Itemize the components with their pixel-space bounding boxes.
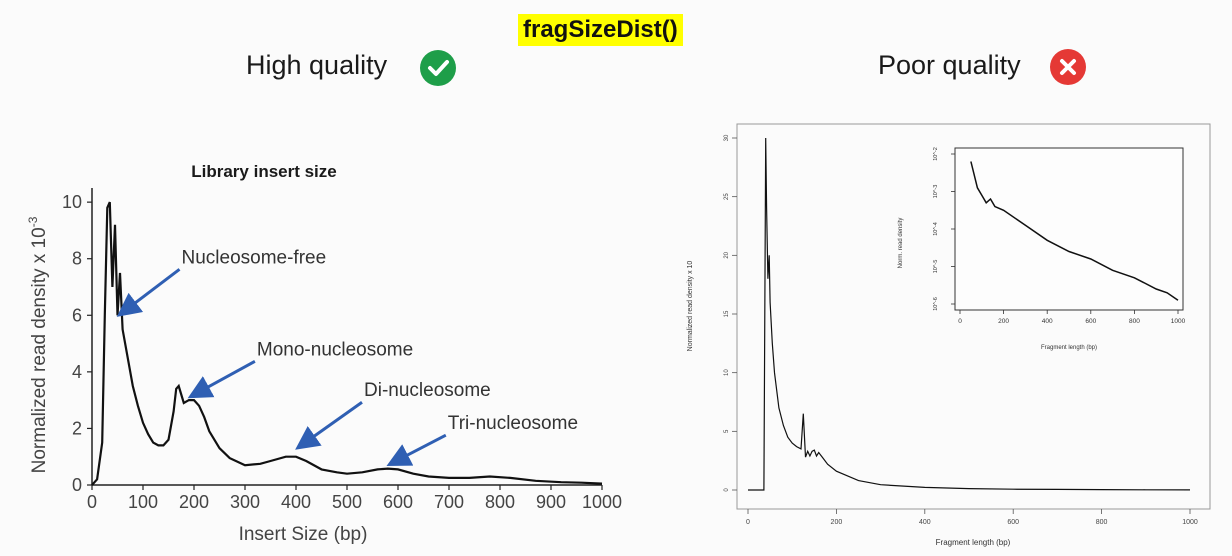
- x-axis-label: Insert Size (bp): [239, 524, 368, 545]
- x-tick-label: 0: [87, 492, 97, 512]
- x-axis-label: Fragment length (bp): [936, 538, 1011, 547]
- plot-frame: [736, 123, 1211, 510]
- inset-y-axis-label: Norm. read density: [898, 218, 904, 269]
- insert-size-chart: Library insert size 0 100 200 300 400 500 600 7…: [26, 162, 622, 545]
- x-tick-label: 800: [1096, 519, 1108, 526]
- inset-y-tick-label: 10^-3: [933, 185, 939, 199]
- y-tick-label: 15: [724, 310, 730, 317]
- inset-line: [970, 161, 1179, 301]
- y-tick-label: 8: [72, 249, 82, 269]
- y-tick-label: 30: [724, 134, 730, 141]
- x-tick-label: 300: [230, 492, 260, 512]
- y-tick-label: 2: [72, 418, 82, 438]
- poor-quality-label: Poor quality: [878, 50, 1021, 80]
- inset-y-tick-label: 10^-4: [933, 222, 939, 236]
- y-tick-label: 10: [62, 192, 82, 212]
- inset-x-tick-label: 0: [958, 318, 962, 325]
- high-quality-label: High quality: [246, 50, 388, 80]
- inset-log-chart: 0 200 400 600 800 1000 10^-2 10^-3 10^-4 10^-5 10^…: [898, 147, 1186, 351]
- y-tick-label: 10: [724, 369, 730, 376]
- inset-y-tick-label: 10^-5: [933, 260, 939, 274]
- x-tick-label: 500: [332, 492, 362, 512]
- inset-y-tick-label: 10^-2: [933, 147, 939, 161]
- inset-x-tick-label: 1000: [1171, 318, 1186, 325]
- x-tick-label: 400: [919, 519, 931, 526]
- annotation-label: Di-nucleosome: [364, 380, 491, 401]
- y-tick-label: 25: [724, 193, 730, 200]
- inset-axes: 0 200 400 600 800 1000 10^-2 10^-3 10^-4 10^-5 10^…: [933, 147, 1186, 325]
- x-tick-label: 200: [831, 519, 843, 526]
- y-tick-label: 0: [724, 488, 730, 492]
- checkmark-icon: [420, 50, 456, 86]
- annotation-arrow: [187, 359, 256, 399]
- annotation-label: Nucleosome-free: [182, 247, 327, 268]
- inset-x-tick-label: 800: [1129, 318, 1140, 325]
- x-tick-label: 400: [281, 492, 311, 512]
- inset-x-tick-label: 600: [1085, 318, 1096, 325]
- x-tick-label: 100: [128, 492, 158, 512]
- chart-axes: 0 100 200 300 400 500 600 700 800 900 1000 0 2 4 6 8 10: [62, 188, 622, 512]
- x-tick-label: 200: [179, 492, 209, 512]
- y-tick-label: 0: [72, 475, 82, 495]
- inset-x-axis-label: Fragment length (bp): [1041, 345, 1097, 351]
- chart-axes: 0 200 400 600 800 1000 0 5 10 15 20 25 30: [724, 134, 1198, 526]
- annotations: Nucleosome-free Mono-nucleosome Di-nucleos…: [116, 247, 578, 466]
- y-tick-label: 5: [724, 429, 730, 433]
- inset-y-tick-label: 10^-6: [933, 297, 939, 311]
- annotation-arrow: [386, 433, 447, 466]
- y-tick-label: 20: [724, 251, 730, 258]
- fragment-length-line: [748, 137, 1191, 491]
- x-tick-label: 700: [434, 492, 464, 512]
- x-tick-label: 1000: [1182, 519, 1198, 526]
- x-tick-label: 900: [536, 492, 566, 512]
- chart-title: Library insert size: [191, 162, 337, 181]
- y-tick-label: 6: [72, 305, 82, 325]
- inset-x-tick-label: 400: [1042, 318, 1053, 325]
- fragment-length-chart: 0 200 400 600 800 1000 0 5 10 15 20 25 30 Fragment l…: [687, 123, 1211, 547]
- annotation-arrow: [295, 401, 363, 450]
- insert-size-line: [91, 201, 603, 486]
- x-tick-label: 600: [383, 492, 413, 512]
- x-tick-label: 1000: [582, 492, 622, 512]
- y-tick-label: 4: [72, 362, 82, 382]
- cross-icon: [1050, 49, 1086, 85]
- slide-title: fragSizeDist(): [518, 14, 683, 46]
- x-tick-label: 0: [746, 519, 750, 526]
- annotation-label: Tri-nucleosome: [448, 413, 578, 434]
- annotation-arrow: [116, 268, 181, 317]
- y-axis-label: Normalized read density x 10: [687, 261, 694, 352]
- x-tick-label: 600: [1007, 519, 1019, 526]
- annotation-label: Mono-nucleosome: [257, 339, 413, 360]
- inset-x-tick-label: 200: [998, 318, 1009, 325]
- x-tick-label: 800: [485, 492, 515, 512]
- y-axis-label: Normalized read density x 10-3: [26, 216, 50, 473]
